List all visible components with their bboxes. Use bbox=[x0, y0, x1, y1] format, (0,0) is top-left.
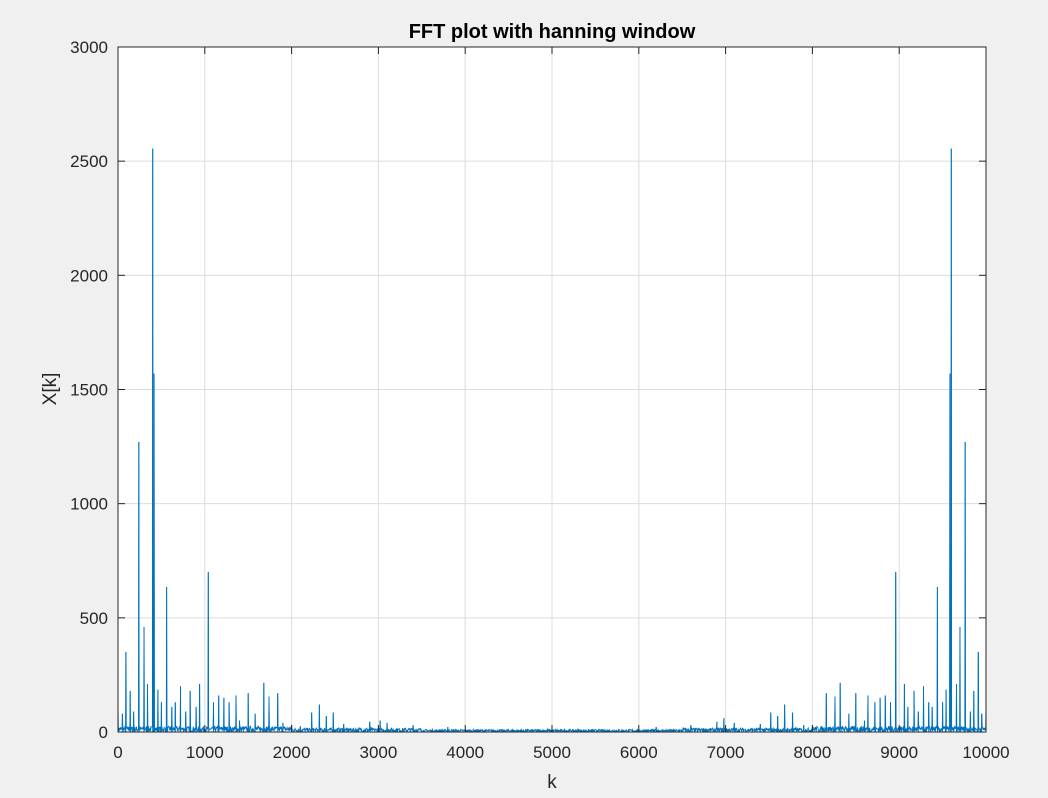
chart-title: FFT plot with hanning window bbox=[409, 21, 696, 43]
x-tick-label: 1000 bbox=[186, 743, 224, 762]
y-tick-label: 500 bbox=[80, 609, 108, 628]
x-tick-label: 2000 bbox=[273, 743, 311, 762]
y-tick-label: 1500 bbox=[70, 381, 108, 400]
x-tick-label: 5000 bbox=[533, 743, 571, 762]
y-tick-label: 2500 bbox=[70, 152, 108, 171]
x-tick-label: 3000 bbox=[359, 743, 397, 762]
x-tick-label: 10000 bbox=[962, 743, 1009, 762]
x-tick-label: 9000 bbox=[880, 743, 918, 762]
x-tick-label: 8000 bbox=[793, 743, 831, 762]
y-tick-labels: 0 500 1000 1500 2000 2500 3000 bbox=[70, 38, 108, 742]
axis-ticks bbox=[117, 46, 987, 733]
y-axis-label: X[k] bbox=[40, 373, 61, 406]
x-tick-label: 6000 bbox=[620, 743, 658, 762]
x-tick-labels: 0 1000 2000 3000 4000 5000 6000 7000 8000 9000 100… bbox=[113, 743, 1009, 762]
x-axis-label: k bbox=[547, 772, 557, 793]
y-tick-label: 2000 bbox=[70, 266, 108, 285]
x-tick-label: 0 bbox=[113, 743, 122, 762]
y-tick-label: 3000 bbox=[70, 38, 108, 57]
x-tick-label: 7000 bbox=[707, 743, 745, 762]
y-tick-label: 0 bbox=[99, 723, 108, 742]
y-tick-label: 1000 bbox=[70, 495, 108, 514]
x-tick-label: 4000 bbox=[446, 743, 484, 762]
